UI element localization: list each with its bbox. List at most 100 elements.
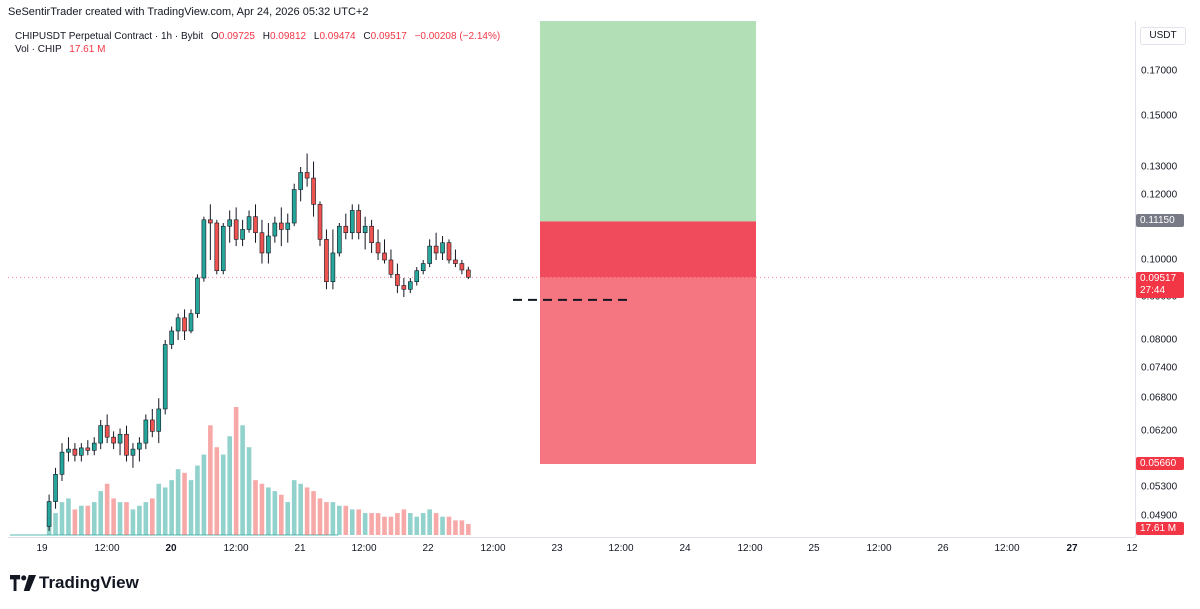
time-tick: 21 [294, 543, 306, 554]
volume-bar [91, 502, 97, 535]
candle-body [227, 219, 232, 227]
volume-bar [208, 425, 213, 535]
volume-bar [79, 505, 84, 535]
price-tick: 0.04900 [1141, 510, 1178, 522]
volume-bar [150, 498, 155, 535]
time-tick: 22 [422, 543, 434, 554]
candle-body [259, 232, 265, 254]
candle-body [59, 451, 65, 475]
candle-body [220, 225, 226, 271]
time-tick: 12:00 [94, 543, 120, 554]
candle-body [324, 239, 329, 283]
time-tick: 12:00 [737, 543, 763, 554]
price-tick: 0.15000 [1141, 110, 1178, 122]
volume-bar [137, 505, 142, 535]
price-tick: 0.06200 [1141, 425, 1178, 437]
price-chart[interactable] [8, 21, 1135, 537]
tradingview-logo-icon [10, 575, 36, 591]
candle-body [362, 225, 368, 234]
volume-bar [169, 480, 174, 535]
price-tick: 0.17000 [1141, 65, 1178, 77]
volume-bar [324, 502, 329, 535]
volume-bar [349, 509, 355, 535]
chart-caption: SeSentirTrader created with TradingView.… [8, 6, 369, 18]
high-value: 0.09812 [269, 31, 307, 42]
volume-bar [285, 502, 291, 535]
candle-body [130, 448, 136, 456]
volume-bar [59, 502, 65, 535]
chart-pane[interactable] [8, 21, 1135, 537]
time-tick: 12:00 [480, 543, 506, 554]
candle-body [278, 222, 284, 230]
candle-body [291, 189, 297, 224]
low-label: L [313, 31, 320, 42]
change-value: −0.00208 (−2.14%) [414, 31, 501, 42]
candle-body [79, 447, 84, 456]
time-tick: 25 [808, 543, 820, 554]
candle-body [214, 222, 220, 271]
candle-body [343, 225, 349, 234]
candle-body [117, 433, 123, 444]
volume-bar [453, 520, 458, 535]
candle-body [124, 433, 129, 456]
volume-bar [124, 502, 129, 535]
volume-value: 17.61 M [69, 44, 106, 55]
price-tick: 0.12000 [1141, 189, 1178, 201]
profit-zone [540, 21, 756, 222]
volume-label[interactable]: Vol · CHIP [15, 44, 62, 55]
volume-bar [130, 509, 136, 535]
time-tick: 12:00 [351, 543, 377, 554]
candle-body [246, 216, 252, 230]
low-value: 0.09474 [319, 31, 356, 42]
volume-bar [85, 505, 91, 535]
candle-body [85, 447, 91, 451]
candle-body [150, 419, 155, 432]
volume-bar [233, 407, 239, 535]
time-tick: 12:00 [866, 543, 892, 554]
candle-body [240, 229, 245, 240]
volume-bar [143, 502, 149, 535]
volume-bar [382, 516, 387, 535]
candle-body [388, 259, 394, 275]
tradingview-brand[interactable]: TradingView [10, 573, 139, 593]
volume-bar [66, 498, 71, 535]
candle-body [46, 501, 52, 527]
candle-body [233, 219, 239, 240]
candle-body [420, 263, 426, 271]
volume-bar [188, 480, 194, 535]
candle-body [208, 219, 213, 224]
chart-legend: CHIPUSDT Perpetual Contract · 1h · Bybit… [15, 30, 500, 56]
volume-bar [466, 524, 471, 535]
candle-body [414, 270, 420, 283]
currency-button[interactable]: USDT [1140, 27, 1186, 45]
symbol-name[interactable]: CHIPUSDT Perpetual Contract · 1h · Bybit [15, 31, 204, 42]
time-tick: 20 [165, 543, 177, 554]
candle-body [143, 419, 149, 444]
time-tick: 12:00 [994, 543, 1020, 554]
time-tick: 12:00 [608, 543, 634, 554]
price-scale[interactable] [1135, 21, 1192, 537]
time-axis[interactable]: 19 12:00 20 12:00 21 12:00 22 12:00 23 1… [8, 537, 1138, 558]
volume-bar [291, 480, 297, 535]
candle-body [440, 242, 445, 254]
candle-body [169, 330, 174, 345]
time-tick: 27 [1066, 543, 1078, 554]
candle-body [285, 222, 291, 230]
candle-body [401, 285, 407, 290]
volume-bar [117, 502, 123, 535]
high-label: H [262, 31, 270, 42]
volume-bar [330, 502, 336, 535]
volume-bar [214, 447, 220, 535]
candle-body [298, 172, 303, 190]
time-tick: 26 [937, 543, 949, 554]
bar-countdown: 27:44 [1140, 285, 1166, 296]
time-tick: 12 [1126, 543, 1138, 554]
time-tick: 12:00 [223, 543, 249, 554]
candle-body [137, 442, 142, 450]
volume-bar [201, 454, 207, 535]
volume-bar [246, 447, 252, 535]
candle-body [156, 408, 162, 432]
open-value: 0.09725 [218, 31, 255, 42]
volume-bar [427, 509, 432, 535]
volume-bar [240, 425, 245, 535]
